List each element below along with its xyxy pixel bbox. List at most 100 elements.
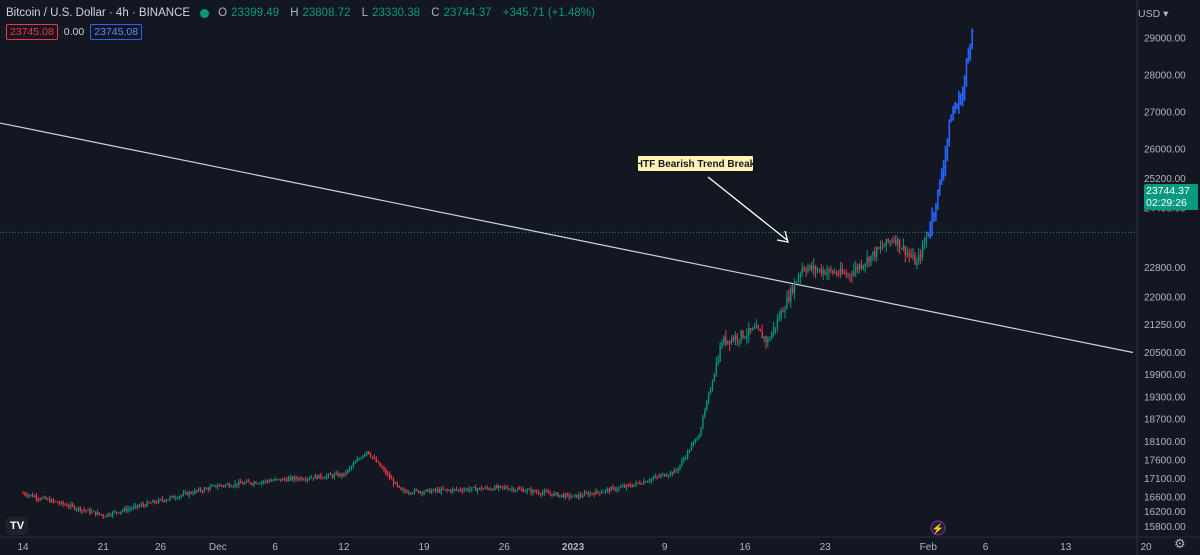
buy-button[interactable]: 23745.08 bbox=[90, 24, 143, 40]
candle-body bbox=[622, 486, 624, 488]
candle-body bbox=[329, 474, 332, 476]
candle-body bbox=[578, 494, 580, 498]
candle-body bbox=[811, 265, 813, 270]
tradingview-logo[interactable]: TV bbox=[6, 517, 28, 535]
candle-body bbox=[786, 296, 788, 309]
candle-body bbox=[564, 493, 567, 498]
price-axis[interactable]: 29000.00 28000.00 27000.00 26000.00 25200.00… bbox=[1144, 33, 1186, 533]
candle-body bbox=[633, 484, 635, 487]
candle-body bbox=[324, 477, 326, 479]
candle-body bbox=[453, 489, 456, 491]
candle-body bbox=[24, 493, 26, 495]
price-tick-label: 20500.00 bbox=[1144, 348, 1186, 359]
candle-body bbox=[81, 509, 83, 512]
candle-body bbox=[660, 475, 662, 477]
candle-body bbox=[696, 438, 698, 440]
candle-body bbox=[436, 489, 439, 491]
candle-body bbox=[536, 491, 538, 493]
candle-body bbox=[837, 274, 840, 276]
candle-body bbox=[144, 505, 146, 507]
candle-body bbox=[904, 245, 907, 256]
candle-body bbox=[893, 239, 895, 242]
candle-body bbox=[553, 493, 555, 496]
candle-body bbox=[186, 492, 188, 496]
candle-body bbox=[293, 476, 295, 480]
candle-body bbox=[784, 308, 786, 313]
candle-body bbox=[373, 457, 376, 459]
candle-body bbox=[641, 483, 643, 485]
candle-body bbox=[161, 499, 164, 501]
time-tick-label: 9 bbox=[662, 542, 668, 553]
candle-body bbox=[616, 489, 618, 491]
sell-button[interactable]: 23745.08 bbox=[6, 24, 58, 40]
symbol-title[interactable]: Bitcoin / U.S. Dollar · 4h · BINANCE bbox=[6, 7, 191, 19]
candle-body bbox=[700, 427, 702, 436]
candle-body bbox=[730, 338, 733, 344]
candle-body bbox=[746, 335, 748, 338]
candle-body bbox=[761, 331, 763, 339]
candle-body bbox=[742, 330, 744, 338]
candle-body bbox=[152, 500, 154, 503]
candle-body bbox=[572, 495, 574, 497]
candle-body bbox=[725, 336, 727, 344]
candle-body bbox=[255, 482, 257, 484]
candle-body bbox=[385, 469, 387, 474]
low-label: L bbox=[361, 7, 369, 19]
candle-body bbox=[860, 264, 863, 268]
candle-body bbox=[587, 493, 589, 496]
candle-body bbox=[102, 514, 104, 517]
candle-body bbox=[801, 268, 803, 274]
candle-body bbox=[537, 492, 540, 494]
candle-body bbox=[874, 251, 876, 257]
candle-body bbox=[138, 505, 141, 507]
candle-body bbox=[217, 486, 219, 488]
candle-body bbox=[906, 253, 908, 256]
candle-body bbox=[320, 474, 322, 478]
candle-body bbox=[547, 491, 549, 494]
gear-icon[interactable]: ⚙ bbox=[1174, 536, 1186, 551]
candle-body bbox=[662, 474, 664, 476]
chart-header: Bitcoin / U.S. Dollar · 4h · BINANCE O 23… bbox=[6, 4, 599, 22]
candle-body bbox=[169, 497, 171, 500]
candle-body bbox=[207, 488, 209, 490]
candle-body bbox=[482, 488, 484, 490]
candle-body bbox=[473, 487, 475, 489]
candle-body bbox=[469, 489, 471, 491]
candle-body bbox=[776, 319, 779, 328]
time-axis[interactable]: 14 21 26 Dec 6 12 19 26 2023 9 16 23 Feb 6 13 20 bbox=[17, 542, 1152, 553]
candle-body bbox=[834, 272, 836, 274]
candle-body bbox=[406, 491, 408, 493]
candle-body bbox=[261, 481, 263, 484]
candle-body bbox=[312, 477, 314, 479]
candle-body bbox=[526, 489, 528, 492]
candle-body bbox=[35, 496, 38, 499]
candle-body bbox=[238, 481, 240, 486]
lightning-icon[interactable] bbox=[930, 520, 946, 536]
candle-body bbox=[352, 463, 355, 467]
candles bbox=[22, 231, 928, 520]
annotation-arrow bbox=[707, 176, 788, 241]
candle-body bbox=[474, 487, 477, 491]
candle-body bbox=[467, 488, 469, 491]
price-tick-label: 29000.00 bbox=[1144, 33, 1186, 44]
candle-body bbox=[345, 472, 347, 474]
currency-selector[interactable]: USD ▾ bbox=[1138, 8, 1168, 20]
lightning-glyph: ⚡ bbox=[932, 522, 944, 535]
candle-body bbox=[694, 439, 696, 442]
candle-body bbox=[400, 487, 402, 491]
candle-body bbox=[234, 483, 236, 486]
candle-body bbox=[94, 511, 97, 515]
annotation[interactable]: HTF Bearish Trend Break bbox=[636, 156, 789, 243]
candle-body bbox=[117, 512, 120, 514]
candle-body bbox=[404, 489, 406, 492]
trendline[interactable] bbox=[0, 122, 1134, 354]
candle-body bbox=[347, 469, 349, 474]
candle-body bbox=[222, 485, 225, 487]
candle-body bbox=[299, 477, 301, 480]
candle-body bbox=[513, 488, 515, 491]
candle-body bbox=[560, 494, 563, 496]
price-tick-label: 17600.00 bbox=[1144, 455, 1186, 466]
candle-body bbox=[759, 328, 761, 332]
candle-body bbox=[425, 489, 427, 492]
